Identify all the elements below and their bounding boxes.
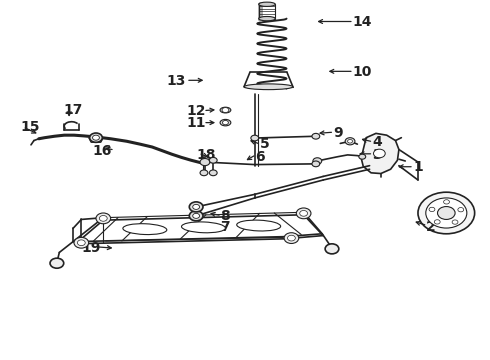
Text: 3: 3 <box>372 148 382 162</box>
Circle shape <box>189 202 203 212</box>
Text: 2: 2 <box>426 220 436 234</box>
Circle shape <box>300 211 308 216</box>
Ellipse shape <box>237 220 281 231</box>
Circle shape <box>209 170 217 176</box>
Circle shape <box>96 213 111 224</box>
Circle shape <box>209 157 217 163</box>
Polygon shape <box>361 134 399 174</box>
Circle shape <box>284 233 299 243</box>
Circle shape <box>458 208 464 212</box>
Text: 1: 1 <box>414 161 423 175</box>
Text: 18: 18 <box>196 148 216 162</box>
Circle shape <box>312 161 320 167</box>
Circle shape <box>251 135 259 141</box>
Circle shape <box>313 158 322 164</box>
Text: 6: 6 <box>255 150 265 164</box>
Circle shape <box>189 211 203 221</box>
Ellipse shape <box>123 224 167 235</box>
Circle shape <box>443 200 449 204</box>
Circle shape <box>429 207 435 212</box>
Ellipse shape <box>220 107 231 113</box>
Text: 17: 17 <box>63 103 83 117</box>
Circle shape <box>93 135 99 140</box>
Circle shape <box>50 258 64 268</box>
Circle shape <box>452 220 458 224</box>
Text: 12: 12 <box>186 104 206 118</box>
Ellipse shape <box>259 2 275 6</box>
Circle shape <box>200 158 210 166</box>
Text: 7: 7 <box>220 220 230 234</box>
Circle shape <box>345 138 355 145</box>
Circle shape <box>222 108 229 113</box>
Circle shape <box>193 204 199 210</box>
Text: 11: 11 <box>186 116 206 130</box>
Text: 10: 10 <box>352 66 372 80</box>
Circle shape <box>200 170 208 176</box>
Circle shape <box>193 213 199 219</box>
Circle shape <box>359 154 366 159</box>
Ellipse shape <box>259 17 275 21</box>
Circle shape <box>222 121 228 125</box>
Circle shape <box>90 133 102 142</box>
Text: 16: 16 <box>93 144 112 158</box>
Circle shape <box>77 240 85 246</box>
Circle shape <box>288 235 295 241</box>
Text: 19: 19 <box>81 241 100 255</box>
Circle shape <box>347 139 352 143</box>
Circle shape <box>426 198 467 228</box>
Ellipse shape <box>244 84 293 90</box>
Circle shape <box>438 207 455 220</box>
Polygon shape <box>89 138 103 142</box>
Circle shape <box>373 149 385 158</box>
Ellipse shape <box>220 120 231 126</box>
Text: 15: 15 <box>20 120 40 134</box>
Circle shape <box>99 216 107 221</box>
Text: 5: 5 <box>260 137 270 151</box>
Text: 14: 14 <box>352 15 372 29</box>
Circle shape <box>296 208 311 219</box>
Text: 8: 8 <box>220 209 230 223</box>
Circle shape <box>74 237 89 248</box>
Circle shape <box>325 244 339 254</box>
Circle shape <box>434 220 440 224</box>
Ellipse shape <box>181 222 225 233</box>
Circle shape <box>418 192 475 234</box>
Text: 13: 13 <box>167 75 186 89</box>
Circle shape <box>312 134 320 139</box>
Text: 9: 9 <box>333 126 343 140</box>
Text: 4: 4 <box>372 135 382 149</box>
